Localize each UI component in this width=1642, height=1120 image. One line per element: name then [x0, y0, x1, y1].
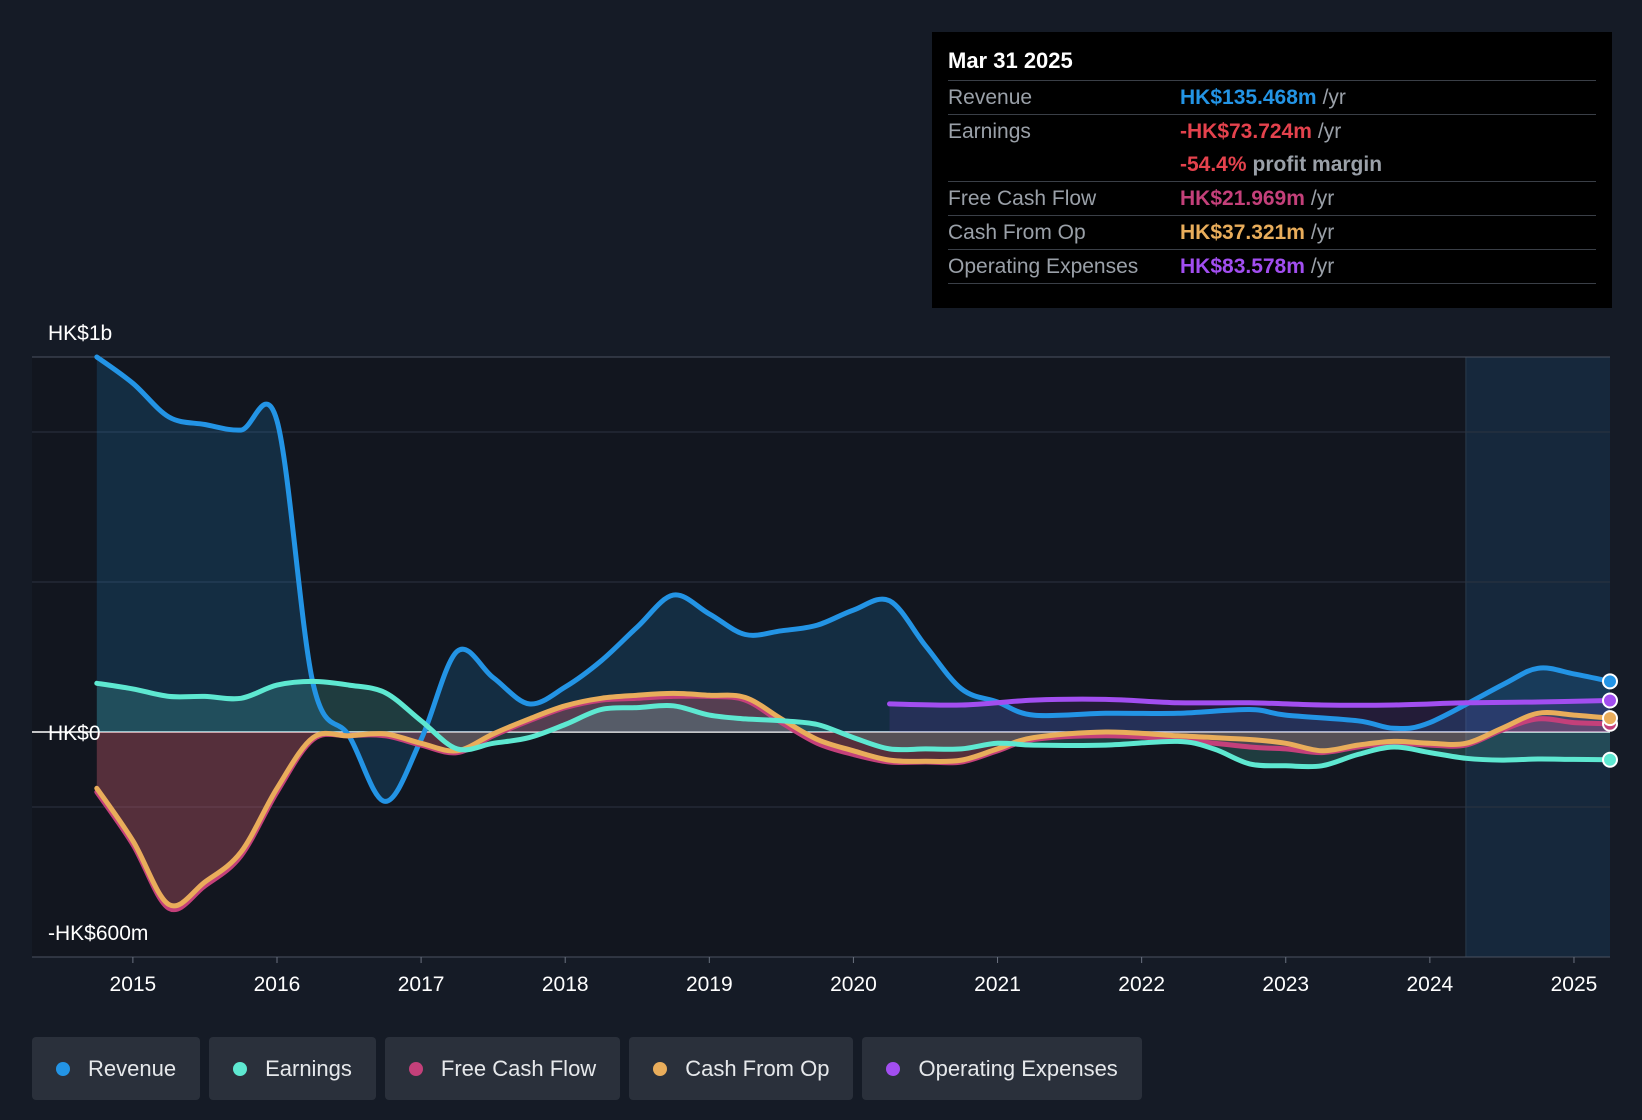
tooltip-fcf-label: Free Cash Flow: [948, 187, 1097, 210]
legend-earnings-label: Earnings: [265, 1055, 352, 1081]
tooltip-cfo-row: Cash From Op HK$37.321m /yr: [948, 216, 1596, 250]
tooltip-fcf-row: Free Cash Flow HK$21.969m /yr: [948, 182, 1596, 216]
tooltip-revenue-row: Revenue HK$135.468m /yr: [948, 81, 1596, 115]
revenue-line: [94, 354, 1613, 804]
tooltip-opex-value: HK$83.578m: [1180, 255, 1305, 278]
tooltip-earnings-unit: /yr: [1317, 120, 1342, 143]
x-tick-label: 2023: [1262, 973, 1309, 996]
x-tick-label: 2022: [1118, 973, 1165, 996]
tooltip-earnings-row: Earnings -HK$73.724m /yr: [948, 115, 1596, 148]
legend-cash-from-op-dot: [653, 1061, 668, 1076]
x-tick-label: 2021: [974, 973, 1021, 996]
revenue-endpoint: [1602, 673, 1618, 690]
series-lines: [94, 354, 1613, 913]
tooltip-margin-text: profit margin: [1252, 153, 1383, 176]
x-tick-label: 2016: [254, 973, 301, 996]
y-zero-label: HK$0: [48, 722, 101, 745]
tooltip-cfo-value: HK$37.321m: [1180, 221, 1305, 244]
tooltip-margin-value: -54.4%: [1180, 153, 1247, 176]
legend-revenue-label: Revenue: [88, 1055, 177, 1081]
legend-operating-expenses-dot: [886, 1061, 901, 1076]
x-tick-label: 2019: [686, 973, 733, 996]
legend-earnings-dot: [233, 1061, 248, 1076]
legend-revenue[interactable]: Revenue: [32, 1037, 201, 1100]
x-tick-label: 2015: [110, 973, 157, 996]
tooltip-opex-row: Operating Expenses HK$83.578m /yr: [948, 250, 1596, 284]
revenue-area: [96, 357, 1610, 802]
legend-earnings[interactable]: Earnings: [209, 1037, 376, 1100]
tooltip-revenue-label: Revenue: [948, 86, 1033, 109]
legend-operating-expenses-label: Operating Expenses: [918, 1055, 1118, 1081]
tooltip-fcf-unit: /yr: [1310, 187, 1335, 210]
tooltip-cfo-label: Cash From Op: [948, 221, 1086, 244]
x-axis-ticks: 2015 2016 2017 2018 2019 2020 2021 2022 2023 2024…: [110, 957, 1598, 996]
forecast-region: [1465, 357, 1610, 957]
legend-free-cash-flow[interactable]: Free Cash Flow: [384, 1037, 621, 1100]
legend-cash-from-op[interactable]: Cash From Op: [629, 1037, 854, 1100]
tooltip-earnings-value: -HK$73.724m: [1180, 120, 1312, 143]
x-tick-label: 2018: [542, 973, 589, 996]
legend-free-cash-flow-label: Free Cash Flow: [440, 1055, 597, 1081]
series-endpoints: [1602, 673, 1618, 768]
cfo-line: [94, 690, 1613, 909]
legend-cash-from-op-label: Cash From Op: [685, 1055, 830, 1081]
tooltip: Mar 31 2025 Revenue HK$135.468m /yr Earn…: [932, 32, 1612, 308]
opex-line: [887, 696, 1613, 708]
tooltip-earnings-label: Earnings: [948, 120, 1031, 143]
y-top-label: HK$1b: [48, 322, 112, 345]
x-tick-label: 2025: [1551, 973, 1598, 996]
legend-operating-expenses[interactable]: Operating Expenses: [862, 1037, 1142, 1100]
x-tick-label: 2024: [1407, 973, 1454, 996]
plot-area: [32, 357, 1610, 957]
earnings-endpoint: [1602, 751, 1618, 768]
legend-free-cash-flow-dot: [408, 1061, 423, 1076]
tooltip-opex-unit: /yr: [1310, 255, 1335, 278]
y-bottom-label: -HK$600m: [48, 922, 148, 945]
cfo-endpoint: [1602, 710, 1618, 727]
legend-revenue-dot: [56, 1061, 70, 1076]
tooltip-opex-label: Operating Expenses: [948, 255, 1139, 278]
gridlines: [32, 356, 1610, 958]
tooltip-fcf-value: HK$21.969m: [1180, 187, 1305, 210]
tooltip-revenue-unit: /yr: [1322, 86, 1346, 109]
earnings-line: [94, 678, 1613, 770]
legend: Revenue Earnings Free Cash Flow Cash Fro…: [32, 1037, 1142, 1100]
x-tick-label: 2020: [830, 973, 877, 996]
tooltip-date: Mar 31 2025: [948, 46, 1596, 81]
tooltip-cfo-unit: /yr: [1310, 221, 1335, 244]
tooltip-revenue-value: HK$135.468m: [1180, 86, 1317, 109]
tooltip-margin-row: -54.4% profit margin: [948, 148, 1596, 182]
x-tick-label: 2017: [398, 973, 445, 996]
opex-endpoint: [1602, 692, 1618, 709]
